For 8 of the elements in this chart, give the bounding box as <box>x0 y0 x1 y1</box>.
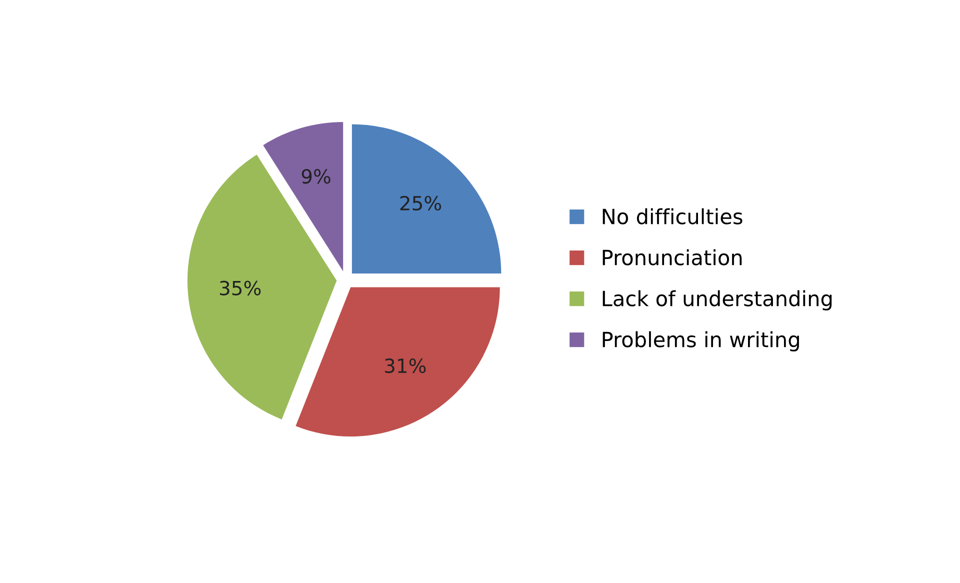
data-label: 9% <box>302 169 330 184</box>
data-label: 35% <box>220 280 261 296</box>
legend-label: Lack of understanding <box>602 290 832 310</box>
legend-label: Problems in writing <box>602 331 799 352</box>
legend-label: No difficulties <box>602 208 742 224</box>
data-label: 31% <box>385 358 426 374</box>
data-label: 25% <box>400 196 442 211</box>
legend-label: Pronunciation <box>602 249 742 266</box>
